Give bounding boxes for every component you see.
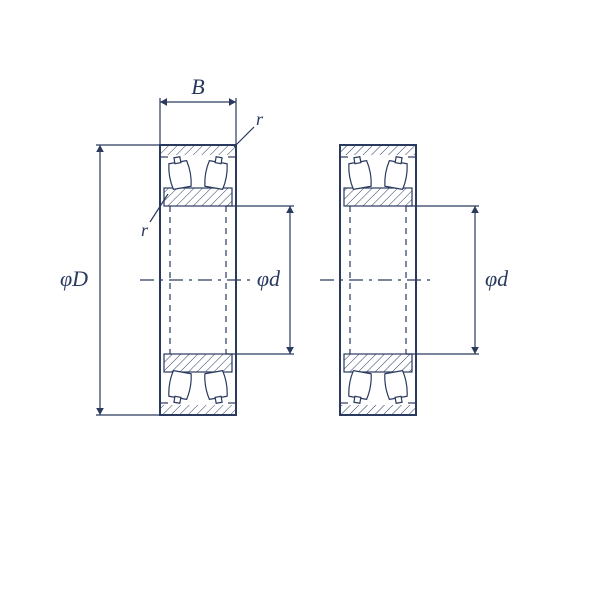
label-r-outer: r [256, 109, 264, 129]
bearing-diagram: BφD φd φd r r [0, 0, 600, 600]
label-phid-1: φd [257, 266, 281, 291]
label-r-inner: r [141, 220, 149, 240]
label-phid-2: φd [485, 266, 509, 291]
label-B: B [191, 74, 204, 99]
label-phiD: φD [60, 266, 88, 291]
